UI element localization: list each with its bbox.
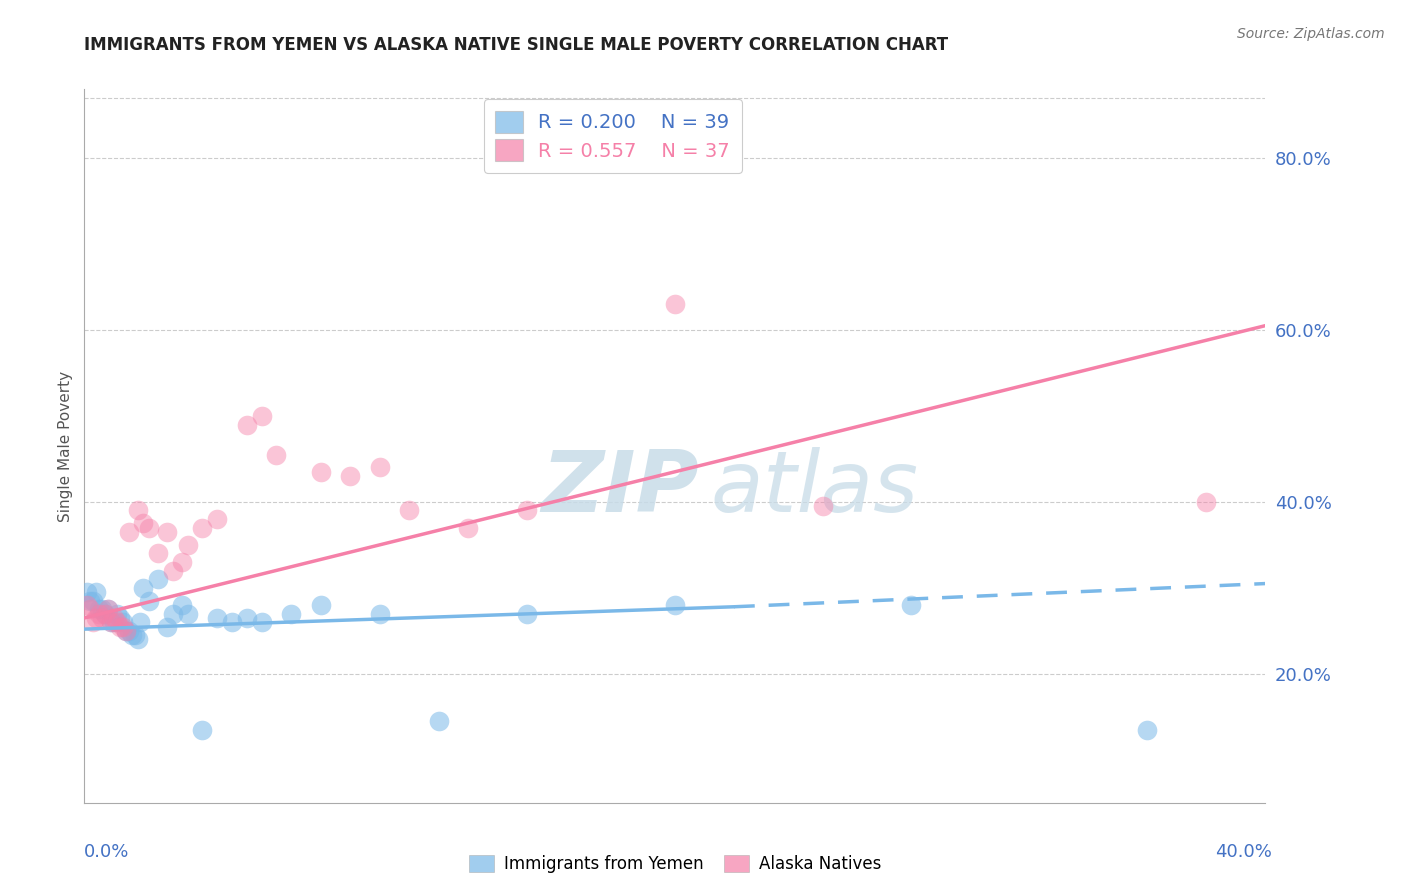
Point (91, 611, 114, 625)
Point (250, 409, 273, 423)
Point (79, 602, 101, 616)
Point (427, 714, 450, 728)
Point (900, 598, 922, 612)
Point (79, 593, 101, 607)
Point (105, 615, 128, 630)
Point (1195, 495, 1218, 509)
Point (368, 460, 391, 475)
Point (132, 516, 155, 531)
Point (84, 585, 107, 599)
Point (156, 524, 179, 539)
Point (127, 632, 149, 647)
Point (162, 607, 184, 621)
Text: IMMIGRANTS FROM YEMEN VS ALASKA NATIVE SINGLE MALE POVERTY CORRELATION CHART: IMMIGRANTS FROM YEMEN VS ALASKA NATIVE S… (84, 36, 949, 54)
Text: 0.0%: 0.0% (84, 843, 129, 861)
Point (121, 628, 143, 642)
Point (148, 546, 170, 560)
Point (264, 448, 288, 462)
Point (118, 624, 141, 638)
Point (457, 521, 479, 535)
Point (108, 619, 131, 633)
Point (177, 607, 200, 621)
Point (94, 607, 117, 621)
Point (103, 615, 125, 630)
Point (170, 555, 193, 569)
Point (127, 503, 149, 517)
Point (170, 598, 193, 612)
Point (309, 598, 332, 612)
Point (118, 524, 141, 539)
Point (87, 602, 111, 616)
Text: atlas: atlas (710, 447, 918, 531)
Point (124, 628, 146, 642)
Point (205, 611, 228, 625)
Point (368, 607, 391, 621)
Point (91, 602, 114, 616)
Point (339, 469, 361, 483)
Point (516, 503, 538, 517)
Point (114, 624, 136, 638)
Point (191, 723, 214, 737)
Point (221, 615, 243, 630)
Point (97, 602, 120, 616)
Point (309, 465, 332, 479)
Point (82, 593, 104, 607)
Point (82, 615, 104, 630)
Point (103, 611, 125, 625)
Point (156, 619, 179, 633)
Point (811, 499, 834, 513)
Point (97, 602, 120, 616)
Point (235, 417, 259, 432)
Point (87, 607, 111, 621)
Text: 40.0%: 40.0% (1216, 843, 1272, 861)
Legend: Immigrants from Yemen, Alaska Natives: Immigrants from Yemen, Alaska Natives (463, 848, 887, 880)
Point (138, 521, 160, 535)
Point (148, 572, 170, 586)
Point (76, 585, 98, 599)
Point (76, 598, 98, 612)
Point (205, 512, 228, 526)
Point (138, 593, 160, 607)
Point (111, 619, 134, 633)
Point (1136, 723, 1159, 737)
Y-axis label: Single Male Poverty: Single Male Poverty (58, 370, 73, 522)
Point (84, 611, 107, 625)
Point (516, 607, 538, 621)
Text: Source: ZipAtlas.com: Source: ZipAtlas.com (1237, 27, 1385, 41)
Point (108, 611, 131, 625)
Point (111, 615, 134, 630)
Point (177, 538, 200, 552)
Point (235, 611, 259, 625)
Point (280, 607, 302, 621)
Point (132, 581, 155, 595)
Point (100, 615, 122, 630)
Point (105, 607, 128, 621)
Point (94, 607, 117, 621)
Point (250, 615, 273, 630)
Point (191, 521, 214, 535)
Point (664, 598, 686, 612)
Point (664, 297, 686, 311)
Point (162, 564, 184, 578)
Point (398, 503, 420, 517)
Point (114, 624, 136, 638)
Point (129, 615, 152, 630)
Point (100, 615, 122, 630)
Text: ZIP: ZIP (541, 447, 699, 531)
